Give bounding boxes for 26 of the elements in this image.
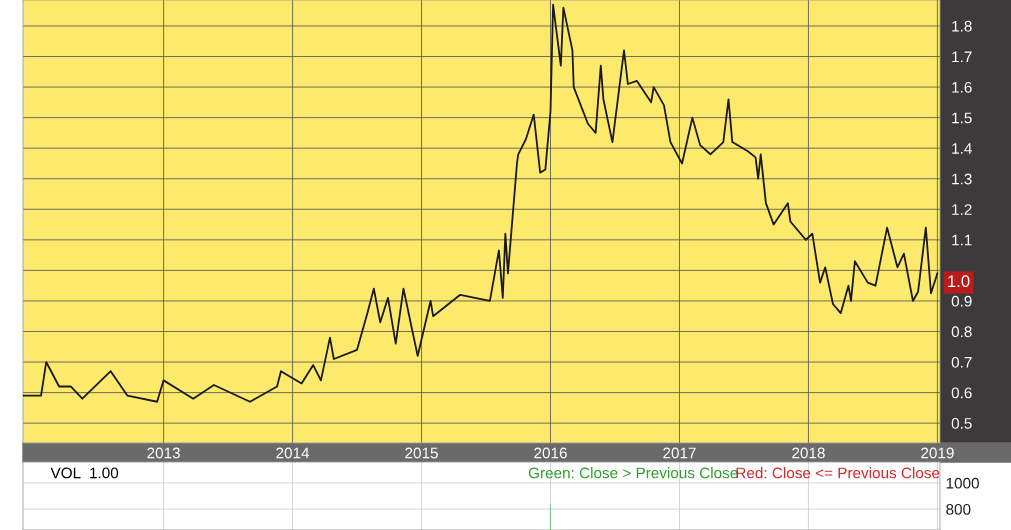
annotation: VOL 1.00 [50, 467, 119, 479]
y-tick-label: 1.2 [952, 204, 972, 215]
annotation: 1.0 [948, 275, 970, 288]
x-tick-label: 2016 [534, 447, 567, 459]
y-tick-label: 1.7 [952, 51, 972, 63]
y-tick-label: 1.3 [952, 173, 972, 185]
y-tick-label: 0.5 [951, 418, 972, 429]
y-tick-label: 0.7 [951, 356, 972, 368]
x-tick-label: 2018 [792, 447, 825, 459]
y-tick-label: 800 [946, 503, 971, 515]
annotation: Green: Close > Previous Close [528, 467, 738, 479]
y-tick-label: 1.4 [952, 143, 972, 154]
annotation: Red: Close <= Previous Close [736, 467, 940, 479]
y-tick-label: 0.9 [951, 295, 972, 307]
x-tick-label: 2014 [276, 447, 310, 459]
y-tick-label: 1.6 [952, 81, 972, 93]
y-tick-label: 1.1 [952, 234, 972, 246]
y-tick-label: 1.8 [952, 20, 972, 32]
x-tick-label: 2017 [663, 447, 696, 459]
x-tick-label: 2015 [405, 447, 438, 459]
x-tick-label: 2019 [921, 447, 954, 459]
y-tick-label: 1.5 [952, 112, 972, 124]
y-tick-label: 0.8 [951, 326, 972, 338]
y-tick-label: 1000 [946, 477, 979, 489]
y-tick-label: 0.6 [951, 387, 972, 399]
x-tick-label: 2013 [147, 447, 180, 459]
